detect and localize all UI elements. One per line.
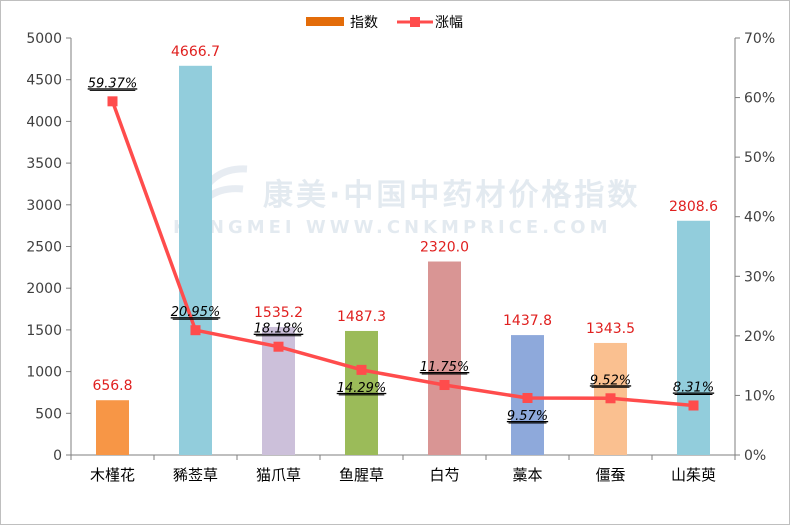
bar-value-label: 2808.6 (669, 199, 718, 215)
line-point (190, 325, 201, 336)
bar (96, 400, 129, 455)
y-left-tick-label: 4500 (26, 73, 62, 89)
watermark-text-sub: KANGMEI WWW.CNKMPRICE.COM (173, 217, 611, 238)
line-value-label: 8.31% (673, 380, 714, 395)
bar-value-label: 656.8 (92, 378, 132, 394)
bar-value-label: 4666.7 (171, 44, 220, 60)
legend-label-change: 涨幅 (435, 15, 463, 31)
line-value-label: 9.57% (507, 409, 548, 424)
y-left-tick-label: 1500 (26, 323, 62, 339)
line-point (605, 393, 616, 404)
x-tick-label: 僵蚕 (595, 466, 625, 484)
x-tick-label: 白芍 (429, 466, 459, 484)
legend-swatch-index (306, 17, 344, 26)
y-left-tick-label: 5000 (26, 31, 62, 47)
y-left-tick-label: 1000 (26, 365, 62, 381)
line-point (522, 392, 533, 403)
bar (179, 65, 212, 456)
y-left-tick-label: 4000 (26, 114, 62, 130)
axes: 0 500 1000 1500 2000 2500 3000 3500 4000 4500 5000… (26, 31, 775, 484)
y-right-tick-label: 70% (744, 31, 775, 47)
line-series (110, 100, 694, 408)
x-tick-label: 藁本 (512, 466, 542, 484)
line-point (356, 364, 367, 375)
line-point (273, 341, 284, 352)
line-point (107, 96, 118, 107)
line-value-label: 9.52% (590, 373, 631, 388)
y-left-tick-label: 2500 (26, 240, 62, 256)
x-tick-label: 豨莶草 (173, 466, 218, 484)
bar-value-label: 1535.2 (254, 305, 303, 321)
line-value-label: 14.29% (337, 381, 387, 396)
y-right-tick-label: 30% (744, 269, 775, 285)
y-left-tick-label: 2000 (26, 281, 62, 297)
legend-marker-change (410, 17, 420, 27)
x-tick-label: 鱼腥草 (339, 466, 384, 484)
bar-value-label: 1343.5 (586, 321, 635, 337)
bar-value-label: 1437.8 (503, 313, 552, 329)
line-value-label: 18.18% (254, 322, 304, 337)
x-tick-label: 木槿花 (90, 466, 135, 484)
line-value-label: 20.95% (171, 305, 221, 320)
y-right-tick-label: 10% (744, 388, 775, 404)
legend: 指数 涨幅 (306, 15, 463, 31)
y-right-tick-label: 60% (744, 91, 775, 107)
bar (677, 220, 710, 455)
y-left-tick-label: 0 (53, 448, 62, 464)
watermark-text-main: 康美·中国中药材价格指数 (263, 178, 640, 213)
y-right-tick-label: 50% (744, 150, 775, 166)
bar-value-label: 2320.0 (420, 240, 469, 256)
y-left-tick-label: 3500 (26, 156, 62, 172)
line-value-label: 59.37% (88, 76, 138, 91)
y-right-tick-label: 40% (744, 210, 775, 226)
line-point (439, 380, 450, 391)
y-right-tick-label: 20% (744, 329, 775, 345)
line-value-label: 11.75% (420, 360, 470, 375)
line-point (688, 400, 699, 411)
y-left-tick-label: 3000 (26, 198, 62, 214)
x-tick-label: 山茱萸 (671, 466, 716, 484)
line-layer: 59.37% 20.95% 18.18% 14.29% 11.75% 9.57% 9.52%… (88, 76, 714, 424)
watermark: 康美·中国中药材价格指数 KANGMEI WWW.CNKMPRICE.COM (173, 165, 640, 238)
legend-label-index: 指数 (350, 15, 378, 31)
bars (96, 65, 710, 456)
y-right-tick-label: 0% (744, 448, 766, 464)
bar (428, 261, 461, 455)
x-tick-label: 猫爪草 (256, 466, 301, 484)
y-left-tick-label: 500 (35, 406, 62, 422)
bar-labels: 656.8 4666.7 1535.2 1487.3 2320.0 1437.8 1343.… (92, 44, 718, 394)
bar (345, 330, 378, 455)
bar-value-label: 1487.3 (337, 309, 386, 325)
